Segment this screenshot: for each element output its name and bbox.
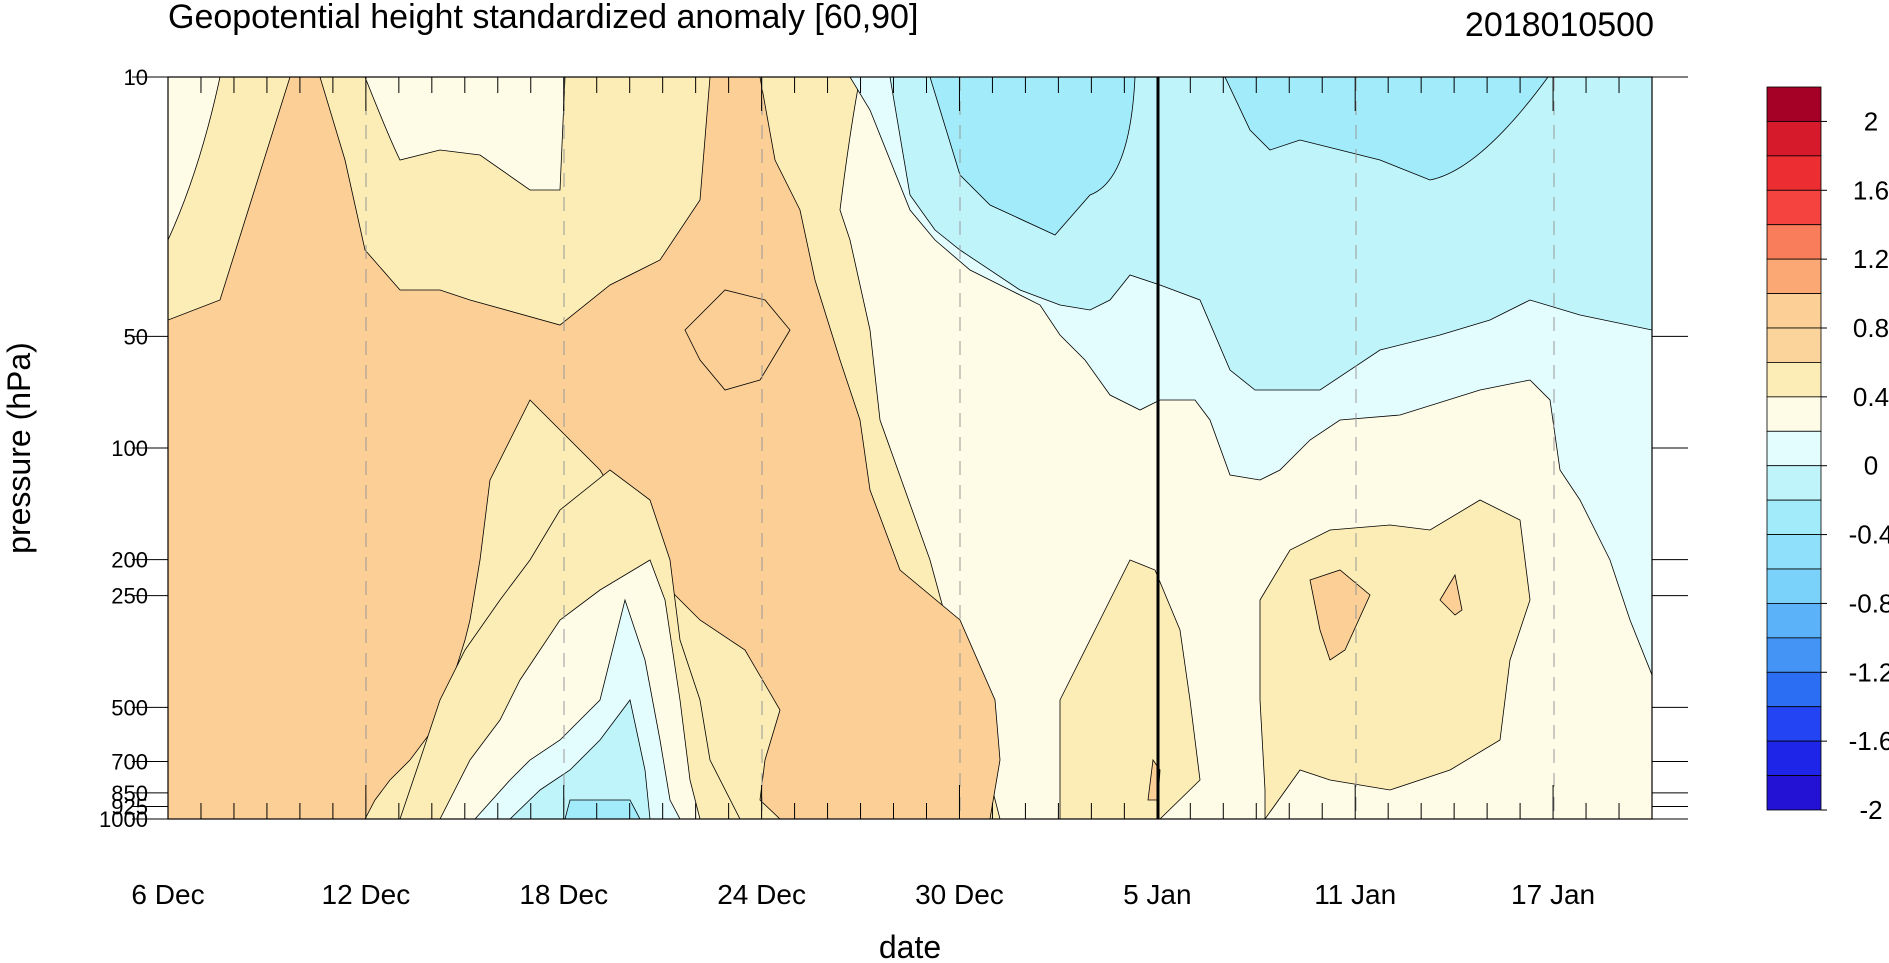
x-tick-label: 30 Dec (915, 879, 1004, 910)
colorbar-swatch (1766, 189, 1822, 226)
x-tick-label: 24 Dec (717, 879, 806, 910)
colorbar-swatch (1766, 258, 1822, 294)
contour-region-warm-right-spot (1439, 573, 1463, 616)
y-tick-label: 850 (111, 781, 148, 806)
x-axis: 6 Dec 12 Dec 18 Dec 24 Dec 30 Dec 5 Jan 11 Jan… (131, 77, 1653, 910)
x-tick-label: 5 Jan (1123, 879, 1192, 910)
colorbar-label: 1.6 (1853, 175, 1889, 205)
date-label: 2018010500 (1465, 6, 1654, 44)
y-tick-label: 925 (111, 794, 148, 819)
y-tick-label: 700 (111, 750, 148, 775)
x-tick-label: 11 Jan (1314, 879, 1396, 910)
x-tick-label: 18 Dec (519, 879, 608, 910)
chart-title: Geopotential height standardized anomaly… (168, 0, 918, 36)
y-tick-label: 500 (111, 695, 148, 720)
contour-region-warm-core-left (168, 77, 1001, 819)
colorbar-swatch (1766, 534, 1822, 570)
y-tick-label: 50 (124, 324, 148, 349)
contour-region-cold-core-b (1224, 77, 1549, 181)
y-tick-label: 1000 (99, 807, 148, 832)
colorbar-swatch (1766, 362, 1822, 398)
y-tick-label: 250 (111, 584, 148, 609)
colorbar-label: 0 (1864, 451, 1878, 481)
y-tick-label: 100 (111, 436, 148, 461)
contour-region-cold-core-a (929, 77, 1136, 236)
contour-region-cool-core-tongue (509, 699, 651, 819)
x-tick-label: 17 Jan (1511, 879, 1595, 910)
y-tick-label: 200 (111, 548, 148, 573)
x-axis-title: date (879, 929, 941, 963)
colorbar-label: -1.2 (1849, 657, 1889, 687)
colorbar-label: 0.4 (1853, 382, 1889, 412)
colorbar: 2 1.6 1.2 0.8 0.4 0 -0.4 -0.8 -1.2 -1.6 -2 (1766, 86, 1889, 825)
colorbar-swatch (1766, 671, 1822, 708)
colorbar-swatch (1766, 603, 1822, 639)
colorbar-label: 2 (1864, 106, 1878, 136)
colorbar-swatch (1766, 396, 1822, 432)
colorbar-swatch (1766, 637, 1822, 673)
x-gridlines (365, 77, 1555, 819)
colorbar-label: -2 (1859, 795, 1882, 825)
x-tick-label: 12 Dec (322, 879, 411, 910)
x-tick-label: 6 Dec (131, 879, 204, 910)
colorbar-swatch (1766, 430, 1822, 467)
colorbar-swatch (1766, 293, 1822, 329)
colorbar-label: -0.8 (1849, 588, 1889, 618)
colorbar-swatch (1766, 224, 1822, 260)
colorbar-swatch (1766, 121, 1822, 157)
colorbar-swatch (1766, 499, 1822, 535)
colorbar-label: 0.8 (1853, 313, 1889, 343)
contour-region-cool-small (564, 799, 641, 819)
colorbar-swatch (1766, 568, 1822, 604)
contour-region-warm-hex (684, 289, 791, 391)
colorbar-swatch (1766, 706, 1822, 742)
y-axis-title: pressure (hPa) (1, 342, 37, 554)
contour-field (168, 77, 1652, 819)
colorbar-label: -0.4 (1849, 520, 1889, 550)
colorbar-swatch (1766, 775, 1822, 811)
colorbar-swatch (1766, 465, 1822, 501)
colorbar-swatch (1766, 740, 1822, 776)
colorbar-label: -1.6 (1849, 726, 1889, 756)
colorbar-swatch (1766, 86, 1822, 122)
contour-region-warm-jan5 (1059, 559, 1201, 819)
y-tick-label: 10 (124, 65, 148, 90)
contour-region-warm-right-core (1309, 569, 1371, 661)
colorbar-swatch (1766, 327, 1822, 363)
colorbar-swatch (1766, 155, 1822, 191)
colorbar-label: 1.2 (1853, 244, 1889, 274)
